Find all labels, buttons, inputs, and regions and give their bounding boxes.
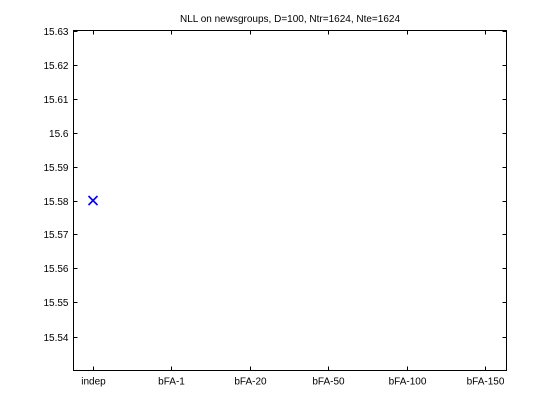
x-tick-label: bFA-100 [389,377,427,388]
x-tick-label: indep [81,377,106,388]
y-tick-label: 15.59 [43,163,68,174]
x-tick-label: bFA-20 [234,377,267,388]
x-tick-label: bFA-50 [312,377,345,388]
y-axis: 15.54 15.55 15.56 15.57 15.58 15.59 15.6 15.61 1… [43,27,507,344]
data-markers [87,195,99,206]
y-tick-label: 15.63 [43,27,68,38]
x-tick-label: bFA-150 [467,377,505,388]
data-point-marker [87,195,99,206]
plot-area-background [73,30,506,370]
y-tick-label: 15.54 [43,333,68,344]
y-tick-label: 15.57 [43,230,68,241]
plot-frame [73,30,507,371]
y-tick-label: 15.56 [43,264,68,275]
x-tick-label: bFA-1 [158,377,185,388]
y-tick-label: 15.61 [43,95,68,106]
y-tick-label: 15.62 [43,61,68,72]
y-tick-label: 15.55 [43,298,68,309]
y-tick-label: 15.6 [49,129,69,140]
y-tick-label: 15.58 [43,197,68,208]
x-axis: indep bFA-1 bFA-20 bFA-50 bFA-100 bFA-150 [81,30,505,388]
chart-title: NLL on newsgroups, D=100, Ntr=1624, Nte=… [180,14,400,25]
